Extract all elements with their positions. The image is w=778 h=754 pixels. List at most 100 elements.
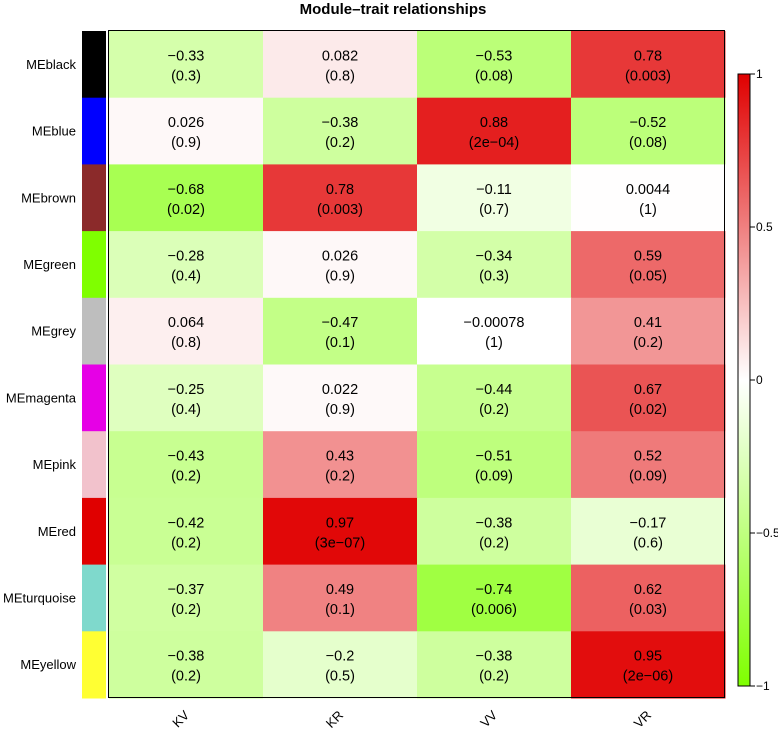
heatmap-cell — [263, 164, 418, 232]
heatmap-cell — [417, 297, 572, 365]
cell-correlation: −0.11 — [476, 182, 512, 198]
row-label: MEblue — [32, 124, 76, 139]
cell-pvalue: (3e−07) — [315, 535, 365, 551]
cell-pvalue: (0.2) — [171, 535, 201, 551]
heatmap-cell — [417, 364, 572, 432]
cell-correlation: 0.62 — [634, 582, 662, 598]
cell-correlation: 0.026 — [168, 115, 204, 131]
cell-correlation: −0.74 — [476, 582, 513, 598]
cell-pvalue: (0.09) — [475, 469, 513, 485]
cell-correlation: 0.88 — [480, 115, 508, 131]
cell-pvalue: (0.9) — [325, 402, 355, 418]
cell-correlation: −0.38 — [476, 515, 513, 531]
module-swatch-MEmagenta — [82, 364, 106, 432]
cell-correlation: 0.064 — [168, 315, 204, 331]
module-swatch-MEyellow — [82, 631, 106, 699]
cell-pvalue: (0.003) — [625, 68, 671, 84]
cell-correlation: −0.28 — [168, 248, 205, 264]
cell-pvalue: (0.4) — [171, 402, 201, 418]
heatmap-cell — [109, 631, 264, 699]
cell-correlation: −0.68 — [168, 182, 205, 198]
cell-pvalue: (0.2) — [479, 669, 509, 685]
cell-pvalue: (0.2) — [633, 335, 663, 351]
heatmap-cell — [263, 297, 418, 365]
cell-pvalue: (0.2) — [325, 469, 355, 485]
plot-frame — [108, 30, 725, 698]
cell-correlation: −0.43 — [168, 449, 205, 465]
cell-pvalue: (0.7) — [479, 202, 509, 218]
heatmap-cell — [417, 431, 572, 499]
cell-pvalue: (0.6) — [633, 535, 663, 551]
heatmap-cell — [263, 564, 418, 632]
heatmap-cell — [109, 164, 264, 232]
module-swatch-MEgrey — [82, 297, 106, 365]
column-labels: KV KR VV VR — [169, 707, 654, 731]
cell-correlation: 0.67 — [634, 382, 662, 398]
color-scale-tick-label: −1 — [756, 679, 770, 693]
module-swatch-MEpink — [82, 431, 106, 499]
cell-pvalue: (0.03) — [629, 602, 667, 618]
cell-correlation: −0.33 — [168, 48, 205, 64]
cell-pvalue: (0.8) — [171, 335, 201, 351]
cell-pvalue: (2e−06) — [623, 669, 673, 685]
cell-correlation: 0.026 — [322, 248, 358, 264]
cell-correlation: 0.97 — [326, 515, 354, 531]
cell-correlation: 0.59 — [634, 248, 662, 264]
chart-title: Module–trait relationships — [300, 1, 487, 18]
heatmap-cell — [571, 164, 726, 232]
cell-correlation: −0.38 — [322, 115, 359, 131]
cell-correlation: −0.17 — [630, 515, 667, 531]
cell-pvalue: (0.003) — [317, 202, 363, 218]
cell-pvalue: (0.2) — [479, 402, 509, 418]
cell-pvalue: (0.09) — [629, 469, 667, 485]
cell-pvalue: (0.2) — [171, 469, 201, 485]
cell-pvalue: (0.02) — [629, 402, 667, 418]
heatmap-cell — [571, 97, 726, 165]
cell-pvalue: (0.5) — [325, 669, 355, 685]
row-label: MEpink — [33, 457, 77, 472]
cell-correlation: 0.0044 — [626, 182, 670, 198]
module-swatch-MEgreen — [82, 231, 106, 299]
heatmap-cell — [417, 231, 572, 299]
heatmap-cell — [571, 297, 726, 365]
module-swatch-MEturquoise — [82, 564, 106, 632]
cell-correlation: −0.51 — [476, 449, 513, 465]
cell-pvalue: (1) — [485, 335, 503, 351]
cell-correlation: −0.53 — [476, 48, 513, 64]
heatmap-cell — [263, 364, 418, 432]
cell-correlation: −0.42 — [168, 515, 205, 531]
row-label: MEmagenta — [6, 390, 77, 405]
row-label: MEbrown — [21, 190, 76, 205]
row-label: MEyellow — [20, 657, 76, 672]
cell-correlation: −0.38 — [168, 649, 205, 665]
color-scale-tick-label: 0.5 — [756, 220, 773, 234]
cell-pvalue: (0.1) — [325, 602, 355, 618]
module-swatch-MEblue — [82, 97, 106, 165]
cell-correlation: 0.41 — [634, 315, 662, 331]
module-swatch-MEbrown — [82, 164, 106, 232]
heatmap-cell — [417, 564, 572, 632]
heatmap-cell — [263, 431, 418, 499]
heatmap-cell — [571, 631, 726, 699]
cell-pvalue: (0.006) — [471, 602, 517, 618]
heatmap-cell — [109, 231, 264, 299]
cell-pvalue: (0.08) — [629, 135, 667, 151]
cell-pvalue: (0.3) — [479, 268, 509, 284]
cell-pvalue: (2e−04) — [469, 135, 519, 151]
row-label: MEturquoise — [3, 590, 76, 605]
cell-pvalue: (0.02) — [167, 202, 205, 218]
heatmap-cell — [571, 431, 726, 499]
heatmap-cell — [571, 31, 726, 99]
color-scale-tick-label: 0 — [756, 373, 763, 387]
cell-pvalue: (0.8) — [325, 68, 355, 84]
column-label-VV: VV — [477, 707, 500, 730]
heatmap-cell — [109, 364, 264, 432]
heatmap-cell — [417, 164, 572, 232]
module-swatch-MEblack — [82, 31, 106, 99]
heatmap-cell — [263, 231, 418, 299]
heatmap-cell — [417, 31, 572, 99]
heatmap-cells: −0.33 (0.3) 0.082 (0.8) −0.53 (0.08) 0.78 (0.00… — [109, 31, 726, 699]
cell-pvalue: (0.2) — [325, 135, 355, 151]
column-label-VR: VR — [631, 708, 654, 731]
heatmap-cell — [109, 297, 264, 365]
